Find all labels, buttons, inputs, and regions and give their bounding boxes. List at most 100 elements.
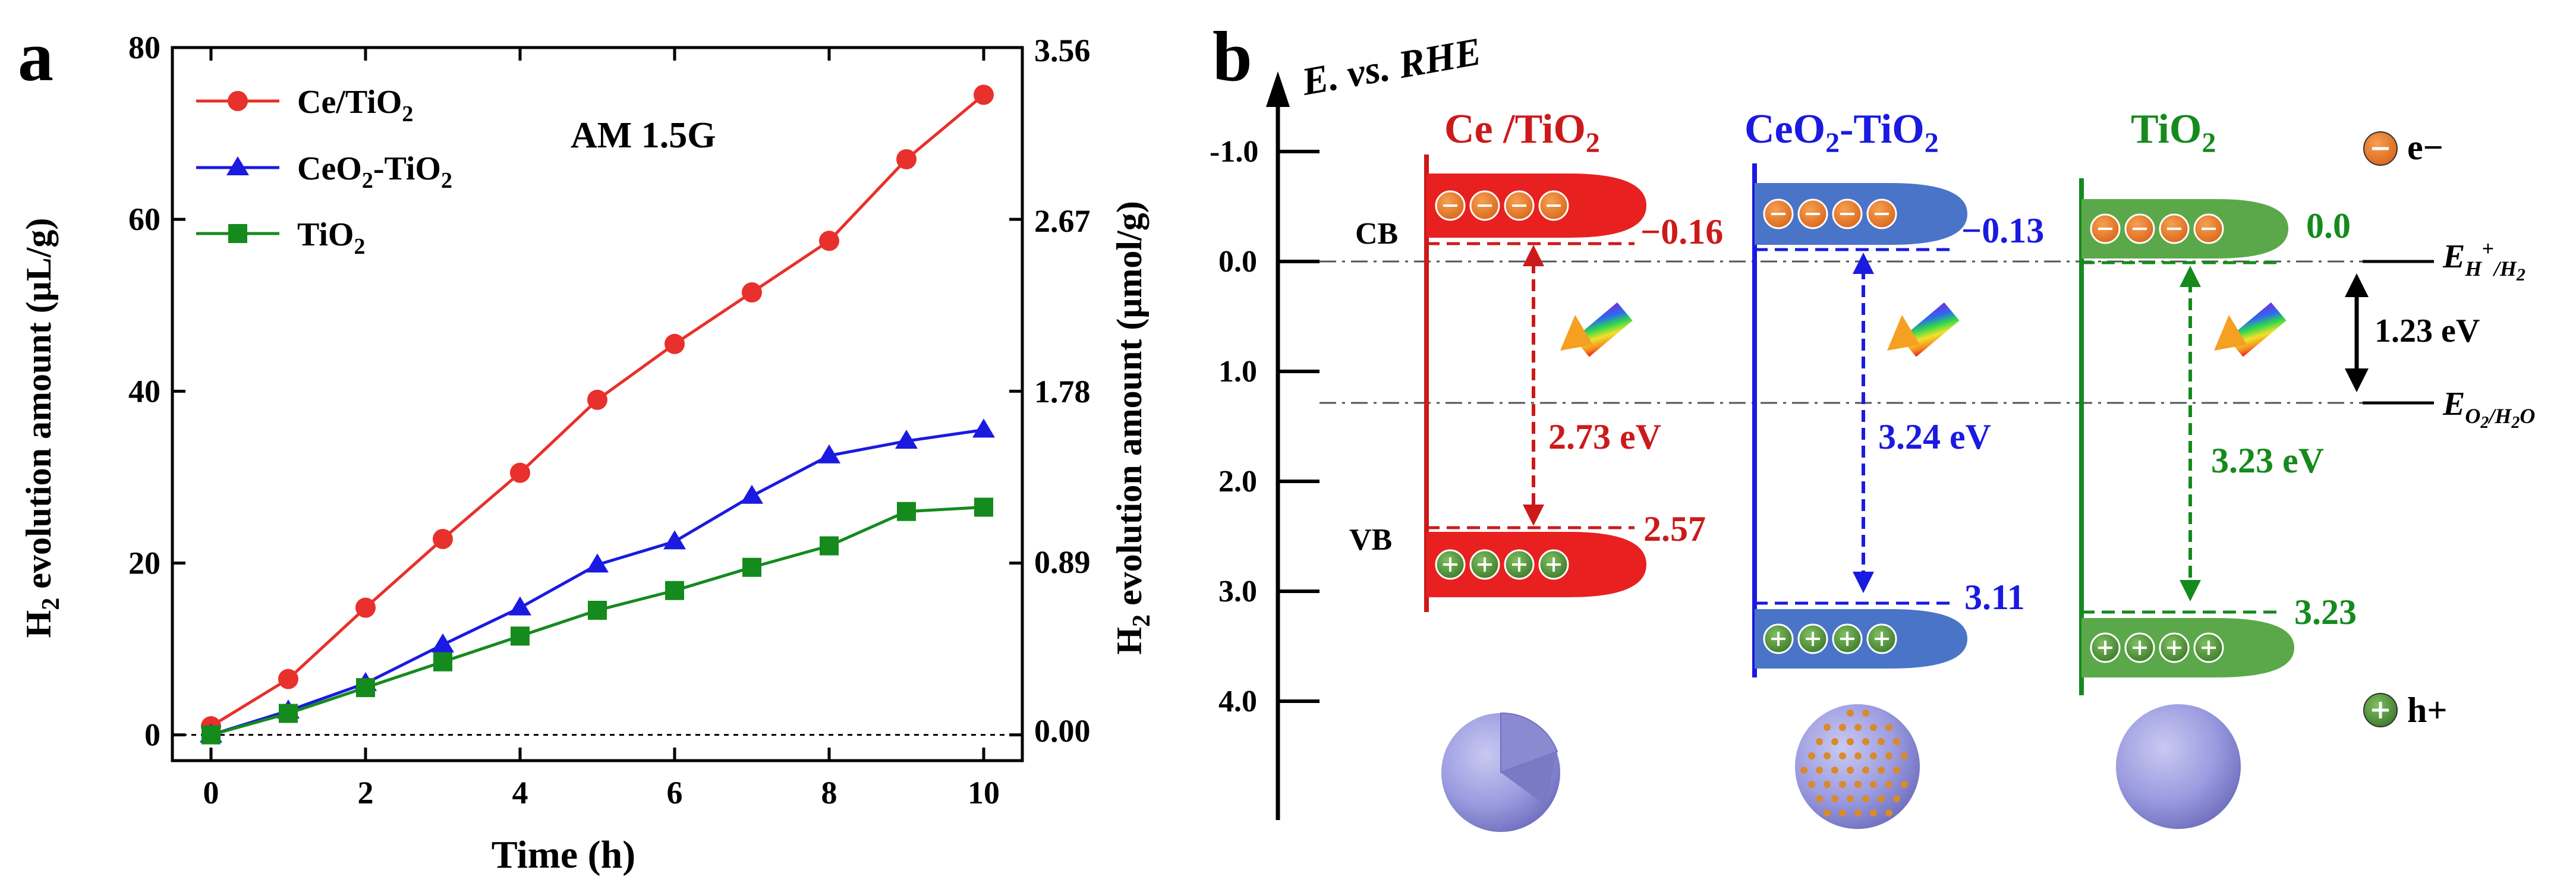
ceo2-dot	[1885, 809, 1892, 817]
data-point	[510, 462, 530, 483]
panel-a-label: a	[18, 17, 53, 96]
ceo2-dot	[1831, 767, 1838, 774]
electron-ball	[2124, 213, 2155, 244]
ceo2-dot	[1808, 781, 1815, 788]
gap-arrowhead-down-ceo2-tio2	[1853, 572, 1874, 593]
data-point	[665, 333, 685, 354]
energy-tick-label: 4.0	[1218, 685, 1257, 718]
ceo2-dot	[1847, 795, 1854, 802]
ceo2-dot	[1878, 767, 1885, 774]
electron-ball	[2159, 213, 2190, 244]
gap-ref-arrowhead-up	[2345, 273, 2369, 297]
light-arrowhead-ce-tio2	[1560, 315, 1593, 351]
material-ceo2-tio2: CeO2-TiO2 −0.13 3.11 3.24 eV	[1744, 106, 2044, 677]
ceo2-dot	[1862, 710, 1869, 717]
panel-b-label: b	[1213, 17, 1252, 96]
legend-marker-ceo2-tio2	[226, 156, 249, 175]
ceo2-dot	[1816, 767, 1823, 774]
energy-tick-label: 3.0	[1218, 575, 1257, 609]
material-tio2: TiO2 0.0 3.23 3.23 eV	[2079, 106, 2357, 695]
data-point	[278, 669, 298, 689]
cb-value-ce-tio2: −0.16	[1640, 212, 1723, 251]
hole-ball	[1866, 623, 1897, 654]
energy-tick-label: 2.0	[1218, 465, 1257, 499]
x-tick-label: 6	[667, 775, 683, 811]
ceo2-dot	[1831, 795, 1838, 802]
ceo2-dot	[1870, 809, 1877, 817]
sphere-ce-tio2-cutout	[1500, 712, 1558, 774]
data-point	[897, 502, 916, 521]
legend-marker-ce-tio2	[228, 91, 248, 111]
gap-ref-arrowhead-down	[2345, 368, 2369, 392]
hole-legend-label: h+	[2407, 691, 2448, 730]
x-tick-label: 10	[968, 775, 1000, 811]
carrier-balls	[1435, 190, 2224, 663]
data-point	[742, 557, 761, 577]
electron-ball	[1763, 198, 1794, 229]
hole-ball	[1763, 623, 1794, 654]
ceo2-dot	[1854, 781, 1862, 788]
ceo2-dot	[1854, 724, 1862, 731]
data-point	[355, 597, 376, 618]
hole-ball	[1538, 549, 1569, 580]
cb-band-ce-tio2	[1426, 174, 1646, 238]
right-tick-label: 0.00	[1034, 713, 1091, 749]
hole-ball	[1832, 623, 1863, 654]
light-arrowhead-ceo2-tio2	[1887, 315, 1920, 351]
data-point	[201, 725, 221, 745]
gap-arrowhead-up-ce-tio2	[1523, 245, 1544, 266]
ceo2-dot	[1800, 767, 1807, 774]
o2-reference-label: EO2/H2O	[2442, 386, 2535, 432]
ceo2-dot	[1839, 724, 1846, 731]
legend-label-tio2: TiO2	[297, 216, 365, 259]
material-name-tio2: TiO2	[2131, 106, 2216, 159]
sphere-ceo2-tio2-body	[1795, 704, 1920, 829]
gap-value-tio2: 3.23 eV	[2211, 441, 2324, 480]
energy-axis-title: E. vs. RHE	[1298, 30, 1484, 104]
particle-spheres	[1441, 704, 2241, 832]
panel-a: a 0 2 4 6 8 10 0 20 40 60 80 AM 1.5G Ce/TiO2 CeO2-…	[18, 17, 1155, 877]
plot-frame: 0 2 4 6 8 10 0 20 40 60 80	[128, 30, 1024, 811]
legend-entry-ce-tio2: Ce/TiO2	[196, 84, 413, 127]
y-tick-label: 80	[128, 30, 160, 65]
ceo2-dot	[1824, 781, 1831, 788]
data-point	[433, 652, 452, 672]
ceo2-dot	[1878, 795, 1885, 802]
legend-entry-ceo2-tio2: CeO2-TiO2	[196, 150, 452, 193]
data-point	[433, 528, 453, 549]
electron-ball	[1866, 198, 1897, 229]
light-arrowhead-tio2	[2214, 315, 2247, 351]
x-tick-label: 0	[203, 775, 219, 811]
energy-tick-label: 0.0	[1218, 245, 1257, 279]
ceo2-dot	[1901, 781, 1908, 788]
hole-ball	[1435, 549, 1466, 580]
cb-value-tio2: 0.0	[2306, 206, 2351, 245]
x-tick-label: 4	[512, 775, 528, 811]
ceo2-dot	[1824, 724, 1831, 731]
right-tick-label: 1.78	[1034, 374, 1091, 409]
ceo2-dot	[1893, 738, 1900, 745]
right-axis-ticks: 3.56 2.67 1.78 0.89 0.00	[1034, 33, 1091, 749]
y-tick-label: 60	[128, 201, 160, 237]
data-point	[974, 84, 994, 105]
ceo2-dot	[1847, 767, 1854, 774]
ceo2-dot	[1839, 781, 1846, 788]
ceo2-dot	[1854, 809, 1862, 817]
cb-label: CB	[1355, 217, 1398, 251]
ceo2-dot	[1824, 752, 1831, 759]
electron-ball	[1797, 198, 1828, 229]
material-ce-tio2: Ce /TiO2 −0.16 2.57 2.73 eV	[1424, 106, 1723, 612]
data-point	[356, 678, 375, 698]
ceo2-dot	[1870, 781, 1877, 788]
hole-ball	[1797, 623, 1828, 654]
ceo2-dot	[1854, 752, 1862, 759]
electron-ball	[1504, 190, 1535, 221]
y-axis-title-left: H2 evolution amount (μL/g)	[19, 218, 65, 638]
x-axis-title: Time (h)	[492, 833, 636, 877]
electron-ball	[1435, 190, 1466, 221]
annotation-am15g: AM 1.5G	[571, 115, 716, 156]
data-point	[665, 581, 684, 600]
hole-ball	[2193, 632, 2224, 663]
legend-marker-tio2	[228, 224, 247, 243]
data-point	[742, 282, 762, 303]
